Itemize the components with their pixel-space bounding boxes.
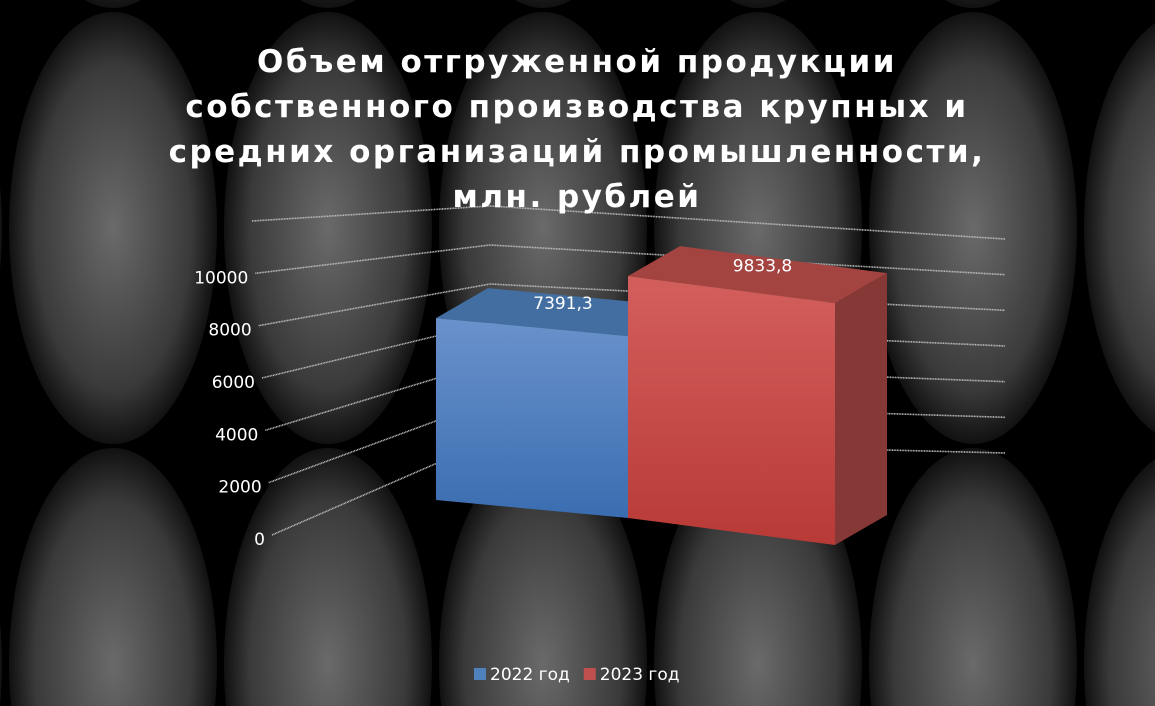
legend-label: 2022 год [490,665,570,685]
y-tick-label: 10000 [194,268,248,288]
y-tick-label: 2000 [218,478,261,498]
bar-side [835,273,887,545]
grid-line [255,244,1006,276]
chart-title: Объем отгруженной продукции собственного… [168,44,986,215]
bar [436,318,628,518]
grid-line [251,205,1006,240]
bar-top [628,246,887,304]
y-tick-label: 6000 [212,373,255,393]
y-tick-label: 4000 [215,425,258,445]
y-tick-label: 0 [254,530,265,550]
legend-swatch [474,668,486,680]
legend-swatch [583,668,596,680]
legend-label: 2023 год [600,665,680,685]
y-tick-label: 8000 [208,321,251,341]
bar [628,276,835,545]
bar-top [436,288,680,337]
data-label: 7391,3 [533,294,592,314]
data-label: 9833,8 [733,257,792,277]
